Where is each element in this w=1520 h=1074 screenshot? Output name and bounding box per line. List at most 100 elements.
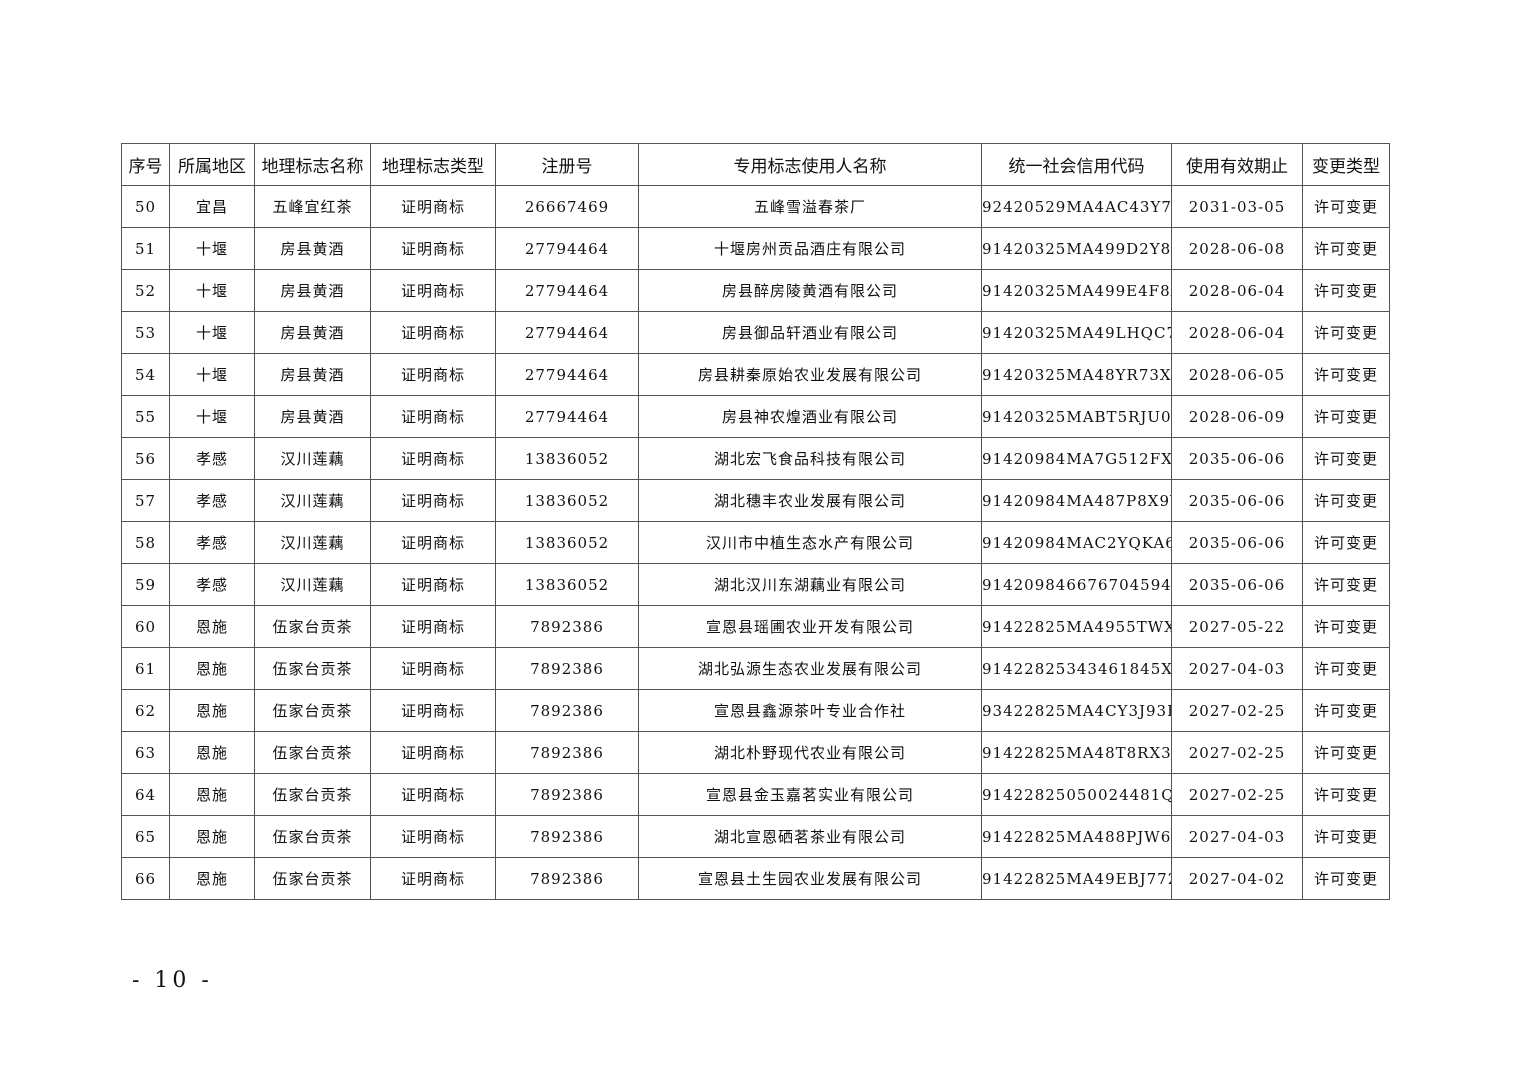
table-row: 65恩施伍家台贡茶证明商标7892386湖北宣恩硒茗茶业有限公司91422825…	[122, 816, 1390, 858]
header-cell: 所属地区	[170, 144, 255, 186]
table-cell: 恩施	[170, 606, 255, 648]
table-cell: 证明商标	[371, 312, 496, 354]
table-cell: 证明商标	[371, 438, 496, 480]
table-cell: 房县黄酒	[255, 228, 371, 270]
table-cell: 恩施	[170, 690, 255, 732]
table-cell: 许可变更	[1303, 228, 1390, 270]
table-cell: 证明商标	[371, 396, 496, 438]
table-cell: 恩施	[170, 774, 255, 816]
page-number: - 10 -	[132, 968, 213, 993]
table-cell: 91422825MA49EBJ772	[982, 858, 1172, 900]
table-cell: 2028-06-08	[1172, 228, 1303, 270]
table-cell: 50	[122, 186, 170, 228]
table-cell: 证明商标	[371, 648, 496, 690]
table-cell: 2035-06-06	[1172, 522, 1303, 564]
table-cell: 2028-06-04	[1172, 270, 1303, 312]
table-cell: 伍家台贡茶	[255, 816, 371, 858]
table-cell: 宣恩县鑫源茶叶专业合作社	[639, 690, 982, 732]
table-cell: 许可变更	[1303, 186, 1390, 228]
table-cell: 证明商标	[371, 690, 496, 732]
table-cell: 许可变更	[1303, 480, 1390, 522]
header-cell: 序号	[122, 144, 170, 186]
table-cell: 许可变更	[1303, 858, 1390, 900]
table-cell: 许可变更	[1303, 438, 1390, 480]
table-cell: 孝感	[170, 438, 255, 480]
table-cell: 伍家台贡茶	[255, 732, 371, 774]
table-cell: 伍家台贡茶	[255, 690, 371, 732]
table-cell: 2027-04-03	[1172, 816, 1303, 858]
table-cell: 91422825MA4955TWX8	[982, 606, 1172, 648]
header-cell: 地理标志类型	[371, 144, 496, 186]
table-cell: 证明商标	[371, 270, 496, 312]
table-cell: 宜昌	[170, 186, 255, 228]
table-cell: 91420984MAC2YQKA6U	[982, 522, 1172, 564]
table-cell: 证明商标	[371, 480, 496, 522]
table-cell: 房县黄酒	[255, 312, 371, 354]
table-cell: 13836052	[496, 480, 639, 522]
header-cell: 变更类型	[1303, 144, 1390, 186]
table-cell: 湖北穗丰农业发展有限公司	[639, 480, 982, 522]
table-cell: 证明商标	[371, 858, 496, 900]
table-cell: 54	[122, 354, 170, 396]
table-cell: 26667469	[496, 186, 639, 228]
table-cell: 61	[122, 648, 170, 690]
table-cell: 59	[122, 564, 170, 606]
table-row: 64恩施伍家台贡茶证明商标7892386宣恩县金玉嘉茗实业有限公司9142282…	[122, 774, 1390, 816]
table-cell: 证明商标	[371, 816, 496, 858]
table-cell: 62	[122, 690, 170, 732]
table-cell: 2027-04-03	[1172, 648, 1303, 690]
table-cell: 66	[122, 858, 170, 900]
table-cell: 十堰房州贡品酒庄有限公司	[639, 228, 982, 270]
data-table: 序号所属地区地理标志名称地理标志类型注册号专用标志使用人名称统一社会信用代码使用…	[121, 143, 1390, 900]
table-cell: 恩施	[170, 816, 255, 858]
table-cell: 2027-02-25	[1172, 732, 1303, 774]
table-cell: 65	[122, 816, 170, 858]
table-cell: 证明商标	[371, 522, 496, 564]
table-cell: 51	[122, 228, 170, 270]
header-cell: 地理标志名称	[255, 144, 371, 186]
table-cell: 汉川市中植生态水产有限公司	[639, 522, 982, 564]
table-cell: 91422825MA48T8RX3Q	[982, 732, 1172, 774]
table-cell: 宣恩县瑶圃农业开发有限公司	[639, 606, 982, 648]
table-cell: 91420325MA49LHQC7G	[982, 312, 1172, 354]
table-cell: 湖北汉川东湖藕业有限公司	[639, 564, 982, 606]
table-cell: 许可变更	[1303, 732, 1390, 774]
table-cell: 房县耕秦原始农业发展有限公司	[639, 354, 982, 396]
table-row: 62恩施伍家台贡茶证明商标7892386宣恩县鑫源茶叶专业合作社93422825…	[122, 690, 1390, 732]
table-cell: 许可变更	[1303, 648, 1390, 690]
table-cell: 63	[122, 732, 170, 774]
header-row: 序号所属地区地理标志名称地理标志类型注册号专用标志使用人名称统一社会信用代码使用…	[122, 144, 1390, 186]
table-row: 52十堰房县黄酒证明商标27794464房县醉房陵黄酒有限公司91420325M…	[122, 270, 1390, 312]
table-cell: 7892386	[496, 774, 639, 816]
table-row: 66恩施伍家台贡茶证明商标7892386宣恩县土生园农业发展有限公司914228…	[122, 858, 1390, 900]
table-cell: 27794464	[496, 270, 639, 312]
table-row: 56孝感汉川莲藕证明商标13836052湖北宏飞食品科技有限公司91420984…	[122, 438, 1390, 480]
table-cell: 58	[122, 522, 170, 564]
table-cell: 13836052	[496, 438, 639, 480]
table-cell: 证明商标	[371, 774, 496, 816]
table-cell: 汉川莲藕	[255, 438, 371, 480]
table-cell: 许可变更	[1303, 774, 1390, 816]
header-cell: 专用标志使用人名称	[639, 144, 982, 186]
header-cell: 统一社会信用代码	[982, 144, 1172, 186]
table-cell: 92420529MA4AC43Y7K	[982, 186, 1172, 228]
table-cell: 2035-06-06	[1172, 480, 1303, 522]
header-cell: 注册号	[496, 144, 639, 186]
table-cell: 证明商标	[371, 606, 496, 648]
table-row: 54十堰房县黄酒证明商标27794464房县耕秦原始农业发展有限公司914203…	[122, 354, 1390, 396]
table-cell: 房县黄酒	[255, 396, 371, 438]
table-cell: 宣恩县土生园农业发展有限公司	[639, 858, 982, 900]
table-cell: 十堰	[170, 228, 255, 270]
table-cell: 湖北弘源生态农业发展有限公司	[639, 648, 982, 690]
table-cell: 914209846676704594	[982, 564, 1172, 606]
table-cell: 证明商标	[371, 354, 496, 396]
table-cell: 湖北朴野现代农业有限公司	[639, 732, 982, 774]
table-cell: 7892386	[496, 690, 639, 732]
table-row: 57孝感汉川莲藕证明商标13836052湖北穗丰农业发展有限公司91420984…	[122, 480, 1390, 522]
table-cell: 恩施	[170, 858, 255, 900]
table-cell: 91420325MA499D2Y87	[982, 228, 1172, 270]
table-cell: 55	[122, 396, 170, 438]
table-cell: 2027-02-25	[1172, 690, 1303, 732]
table-cell: 证明商标	[371, 228, 496, 270]
